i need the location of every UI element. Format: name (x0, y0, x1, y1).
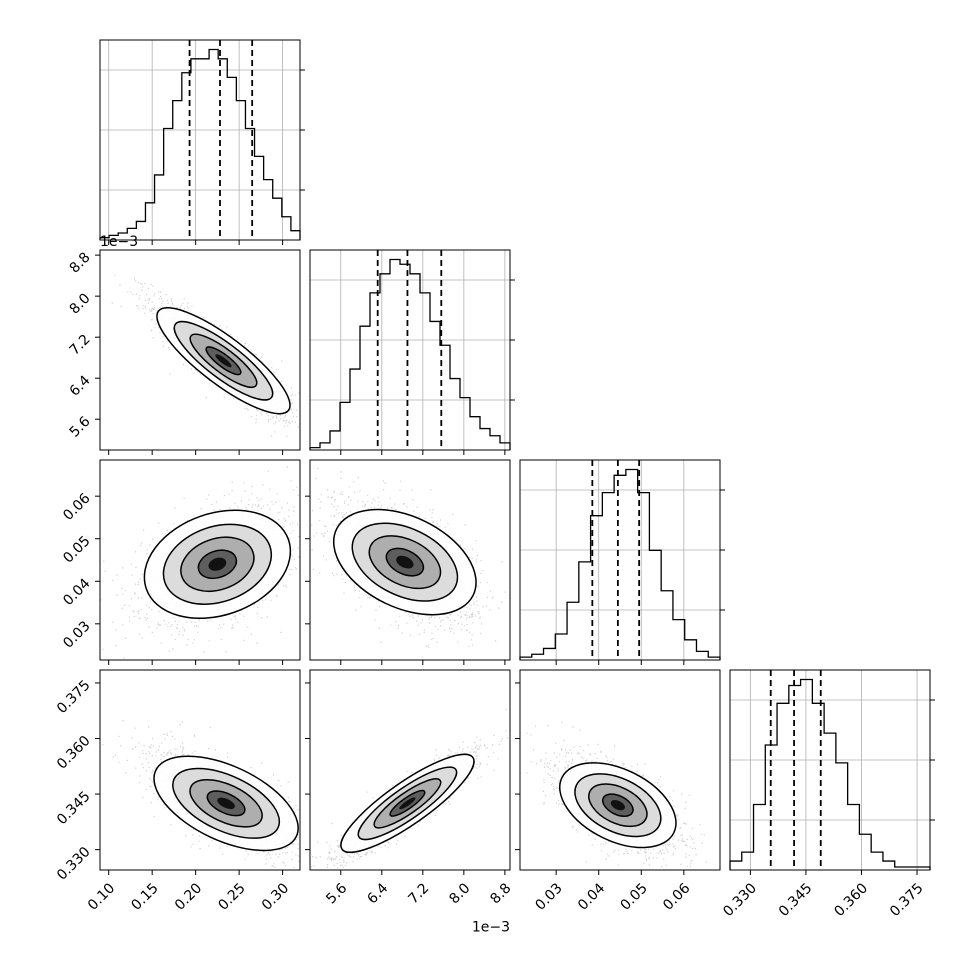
x-tick-label-3-1: 0.345 (776, 880, 816, 920)
hist-panel-0 (99, 39, 305, 245)
y-offset-label: 1e−3 (100, 234, 138, 250)
contour-1-3-1 (357, 766, 458, 841)
y-tick-label-1-2: 7.2 (67, 332, 94, 359)
x-tick-label-3-3: 0.375 (887, 880, 927, 920)
x-tick-label-0-0: 0.10 (85, 880, 118, 913)
hist-step-3 (729, 678, 931, 870)
scatter-frame-0-3 (99, 669, 301, 871)
x-tick-label-2-3: 0.06 (660, 880, 693, 913)
scatter-panel-0-1 (95, 249, 301, 455)
contour-0-2-1 (162, 523, 273, 605)
hist-frame-3 (729, 669, 931, 871)
hist-step-2 (519, 468, 721, 660)
contour-0-2-2 (180, 536, 255, 593)
contour-0-3-3 (206, 790, 246, 817)
density-level-0-3-4 (217, 797, 235, 810)
contour-1-2-3 (385, 547, 425, 577)
x-tick-label-0-1: 0.15 (128, 880, 161, 913)
scatter-panel-0-2 (95, 459, 301, 665)
contour-0-3-0 (153, 755, 299, 852)
contour-2-3-3 (601, 793, 634, 817)
y-tick-label-2-0: 0.03 (60, 618, 93, 651)
scatter-frame-1-2 (309, 459, 511, 661)
x-tick-label-2-2: 0.05 (618, 880, 651, 913)
density-level-0-1-4 (215, 354, 232, 368)
y-tick-label-2-3: 0.06 (60, 490, 93, 523)
density-level-1-3-4 (399, 797, 416, 810)
hist-frame-2 (519, 459, 721, 661)
contour-0-1-1 (173, 320, 274, 401)
contour-2-3-1 (574, 773, 662, 838)
scatter-panel-0-3 (95, 669, 301, 875)
scatter-frame-2-3 (519, 669, 721, 871)
y-tick-label-3-3: 0.375 (54, 677, 94, 717)
hist-frame-0 (99, 39, 301, 241)
scatter-frame-0-1 (99, 249, 301, 451)
contour-1-3-2 (373, 778, 442, 829)
x-tick-label-0-4: 0.30 (259, 880, 292, 913)
contour-2-3-0 (559, 762, 677, 849)
x-tick-label-0-3: 0.25 (215, 880, 248, 913)
x-tick-label-0-2: 0.20 (172, 880, 205, 913)
hist-panel-1 (309, 249, 515, 455)
scatter-frame-0-2 (99, 459, 301, 661)
contour-2-3-2 (588, 783, 648, 828)
contour-0-3-1 (172, 767, 281, 839)
density-level-2-3-4 (610, 800, 625, 811)
y-tick-label-1-1: 6.4 (67, 372, 94, 399)
y-tick-label-1-3: 8.0 (67, 290, 94, 317)
contour-0-1-0 (156, 307, 291, 415)
x-tick-label-1-3: 8.0 (446, 880, 473, 907)
y-tick-label-1-0: 5.6 (67, 414, 94, 441)
y-tick-label-2-1: 0.04 (60, 576, 93, 609)
x-tick-label-3-2: 0.360 (831, 880, 871, 920)
hist-step-1 (309, 258, 511, 450)
x-tick-label-2-1: 0.04 (575, 880, 608, 913)
scatter-panel-2-3 (515, 669, 721, 875)
x-offset-label: 1e−3 (472, 920, 510, 936)
y-tick-label-2-2: 0.05 (60, 533, 93, 566)
x-tick-label-3-0: 0.330 (720, 880, 760, 920)
hist-panel-3 (729, 669, 935, 875)
contour-1-2-0 (332, 508, 477, 616)
x-tick-label-1-1: 6.4 (364, 880, 391, 907)
contour-1-3-0 (340, 753, 475, 854)
hist-frame-1 (309, 249, 511, 451)
contour-0-3-2 (189, 779, 263, 828)
contour-1-2-1 (351, 522, 459, 602)
contour-0-1-3 (205, 346, 242, 376)
density-level-0-2-4 (208, 557, 227, 571)
x-tick-label-1-2: 7.2 (405, 880, 432, 907)
contour-0-2-3 (197, 549, 238, 580)
density-level-1-2-4 (396, 555, 414, 569)
x-tick-label-2-0: 0.03 (532, 880, 565, 913)
y-tick-label-3-1: 0.345 (54, 788, 94, 828)
hist-step-0 (99, 48, 301, 240)
contour-0-1-2 (189, 333, 258, 389)
scatter-frame-1-3 (309, 669, 511, 871)
scatter-panel-1-2 (305, 459, 511, 665)
y-tick-label-1-4: 8.8 (67, 249, 94, 276)
contour-1-2-2 (368, 535, 442, 590)
x-tick-label-1-4: 8.8 (487, 880, 514, 907)
y-tick-label-3-0: 0.330 (54, 844, 94, 884)
x-tick-label-1-0: 5.6 (323, 880, 350, 907)
contour-0-2-0 (143, 509, 292, 620)
y-tick-label-3-2: 0.360 (54, 733, 94, 773)
contour-1-3-3 (389, 789, 426, 817)
scatter-panel-1-3 (305, 669, 511, 875)
hist-panel-2 (519, 459, 725, 665)
